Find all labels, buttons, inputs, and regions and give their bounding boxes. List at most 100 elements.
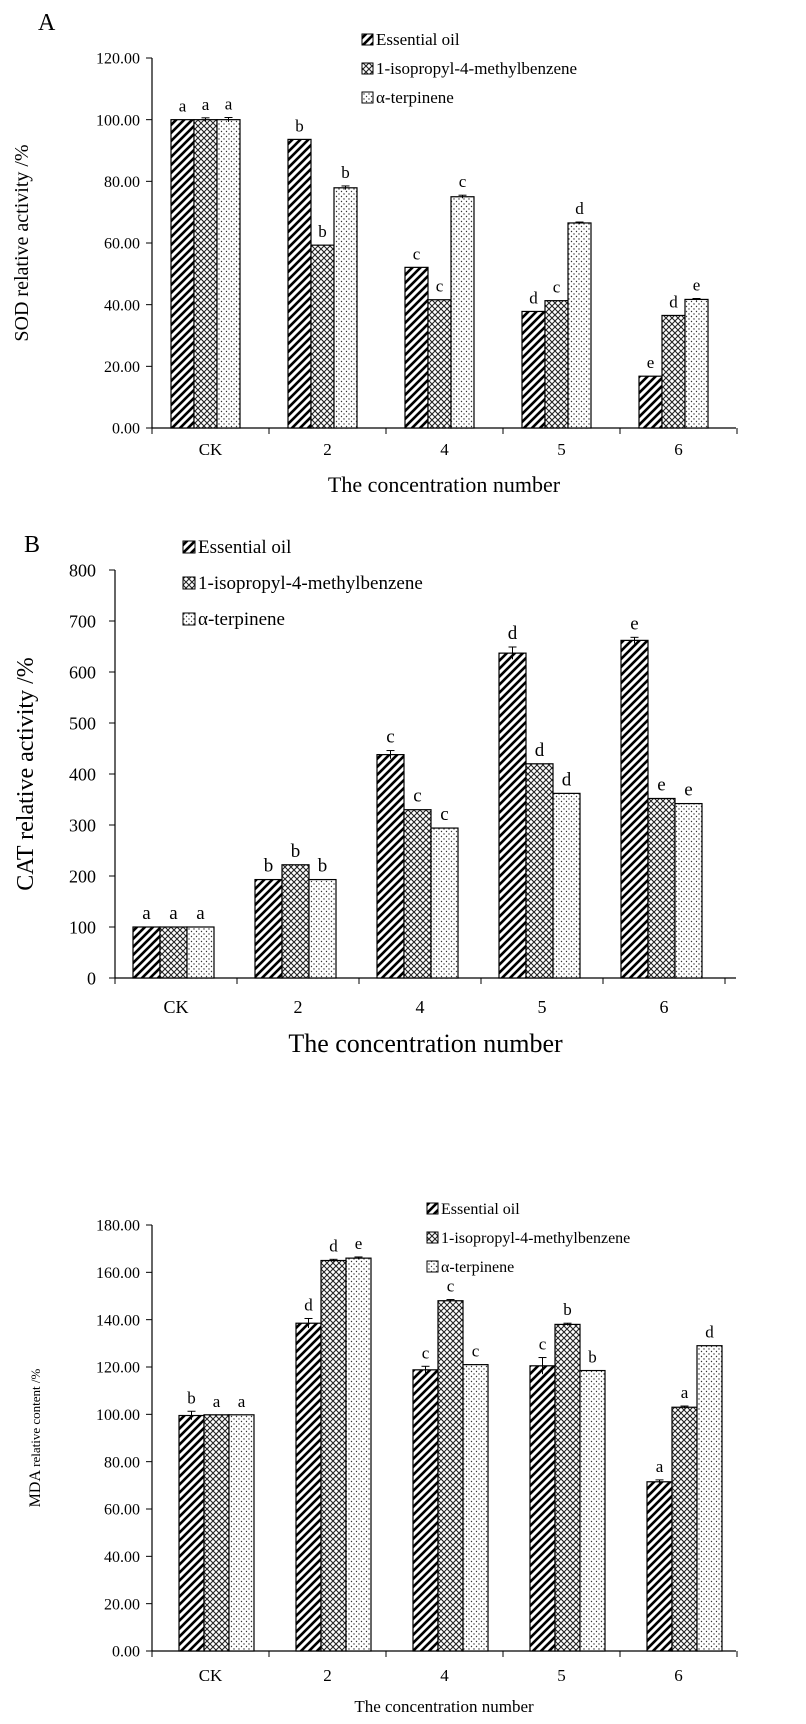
x-axis-label: The concentration number	[328, 472, 561, 497]
bar	[170, 119, 195, 429]
y-tick-label: 40.00	[104, 297, 140, 314]
y-tick-label: 140.00	[96, 1312, 140, 1329]
significance-letter: c	[422, 1343, 430, 1362]
bar	[684, 298, 709, 429]
legend-label: α-terpinene	[441, 1259, 514, 1276]
bar	[159, 926, 188, 979]
significance-letter: c	[413, 786, 421, 807]
bar	[450, 196, 475, 429]
y-tick-label: 700	[69, 611, 96, 631]
bar	[178, 1414, 205, 1652]
bar	[552, 792, 581, 979]
significance-letter: a	[213, 1392, 221, 1411]
legend-swatch	[182, 576, 196, 590]
y-tick-label: 800	[69, 560, 96, 580]
significance-letter: b	[291, 841, 301, 862]
bar	[412, 1369, 439, 1652]
bar	[404, 266, 429, 429]
legend-label: α-terpinene	[198, 609, 285, 630]
bar	[554, 1323, 581, 1652]
significance-letter: b	[588, 1348, 597, 1367]
legend-label: Essential oil	[198, 537, 291, 558]
bar	[620, 639, 649, 979]
bar	[345, 1257, 372, 1652]
bar	[661, 314, 686, 429]
bar	[498, 652, 527, 979]
significance-letter: b	[295, 116, 304, 135]
legend-swatch	[361, 33, 374, 46]
bar	[193, 119, 218, 429]
bar	[186, 926, 215, 979]
bar	[310, 244, 335, 429]
x-tick-label: CK	[199, 440, 223, 459]
significance-letter: b	[318, 856, 328, 877]
significance-letter: a	[179, 97, 187, 116]
y-tick-label: 200	[69, 866, 96, 886]
significance-letter: d	[669, 292, 678, 311]
bar	[216, 119, 241, 429]
y-tick-label: 20.00	[104, 1596, 140, 1613]
significance-letter: d	[304, 1295, 313, 1314]
bar	[646, 1481, 673, 1652]
significance-letter: b	[187, 1388, 196, 1407]
significance-letter: c	[436, 277, 444, 296]
legend-label: 1-isopropyl-4-methylbenzene	[376, 59, 577, 78]
y-tick-label: 20.00	[104, 359, 140, 376]
significance-letter: d	[575, 199, 584, 218]
bar	[529, 1365, 556, 1652]
x-axis-label: The concentration number	[288, 1029, 563, 1058]
x-tick-label: 4	[440, 1666, 449, 1685]
x-tick-label: 2	[323, 440, 332, 459]
legend-label: 1-isopropyl-4-methylbenzene	[441, 1230, 630, 1247]
y-tick-label: 0	[87, 968, 96, 988]
bar	[376, 754, 405, 979]
chart-panel-1: A 0.00 20.00 40.00 60.00 80.00 100.00 120.00 CK 2…	[11, 10, 738, 497]
significance-letter: d	[705, 1323, 714, 1342]
bar	[295, 1322, 322, 1652]
legend-swatch	[182, 540, 196, 554]
significance-letter: d	[535, 740, 545, 761]
significance-letter: e	[647, 353, 655, 372]
bar	[671, 1406, 698, 1652]
x-tick-label: 4	[416, 997, 425, 1017]
bar	[567, 222, 592, 429]
bar	[333, 187, 358, 429]
significance-letter: d	[562, 769, 572, 790]
x-tick-label: 2	[323, 1666, 332, 1685]
bar	[525, 763, 554, 979]
y-tick-label: 400	[69, 764, 96, 784]
bar	[403, 809, 432, 979]
legend-swatch	[426, 1231, 439, 1244]
x-tick-label: 6	[674, 440, 683, 459]
significance-letter: a	[169, 903, 178, 924]
y-tick-label: 120.00	[96, 1360, 140, 1377]
significance-letter: d	[329, 1236, 338, 1255]
x-tick-label: CK	[163, 997, 188, 1017]
bar	[579, 1369, 606, 1652]
x-tick-label: 5	[538, 997, 547, 1017]
y-axis-label: CAT relative activity /%	[13, 657, 39, 891]
bar	[228, 1414, 255, 1652]
y-tick-label: 60.00	[104, 1502, 140, 1519]
significance-letter: d	[508, 623, 518, 644]
y-axis-label: MDA relative content /%	[27, 1369, 44, 1508]
significance-letter: a	[656, 1457, 664, 1476]
y-tick-label: 600	[69, 662, 96, 682]
bar	[437, 1300, 464, 1652]
significance-letter: b	[264, 856, 274, 877]
significance-letter: c	[472, 1342, 480, 1361]
bar	[462, 1364, 489, 1652]
significance-letter: a	[196, 903, 205, 924]
significance-letter: e	[684, 780, 692, 801]
significance-letter: a	[142, 903, 151, 924]
x-axis-label: The concentration number	[354, 1697, 534, 1716]
panel-label: B	[24, 532, 40, 558]
y-tick-label: 100	[69, 917, 96, 937]
significance-letter: c	[440, 804, 448, 825]
significance-letter: b	[341, 163, 350, 182]
y-tick-label: 120.00	[96, 51, 140, 68]
y-tick-label: 80.00	[104, 174, 140, 191]
significance-letter: c	[447, 1277, 455, 1296]
bar	[132, 926, 161, 979]
